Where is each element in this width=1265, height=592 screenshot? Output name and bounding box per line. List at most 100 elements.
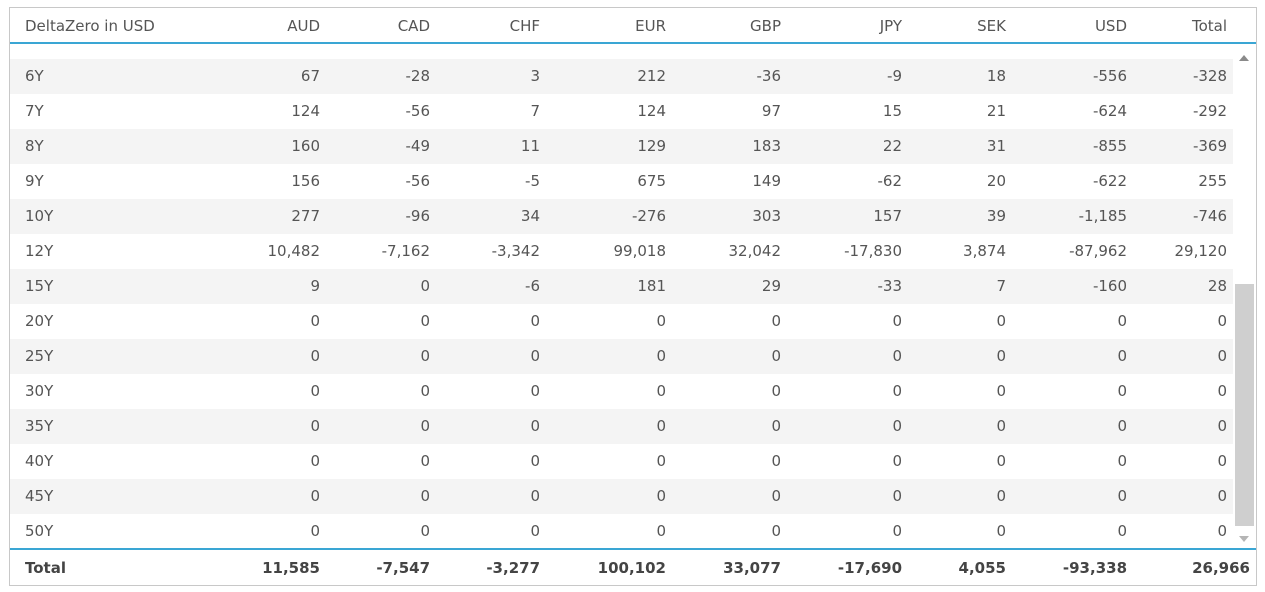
table-cell: 0 [892,347,902,365]
table-cell: 0 [996,347,1006,365]
table-cell: -20 [406,44,431,56]
table-cell: -347 [1093,44,1127,56]
table-cell: 160 [291,137,320,155]
table-row[interactable]: 20Y 0 0 0 0 0 0 0 0 0 [10,304,1233,339]
table-cell: 303 [752,207,781,225]
table-cell: 0 [771,417,781,435]
table-cell: 0 [1217,417,1227,435]
table-cell: 0 [530,417,540,435]
table-row[interactable]: 15Y 9 0 -6 181 29 -33 7 -160 28 [10,269,1233,304]
table-cell: 0 [892,522,902,540]
table-cell: 10,482 [267,242,321,260]
row-label: 8Y [25,137,44,155]
table-row[interactable]: 8Y 160 -49 11 129 183 22 31 -855 -369 [10,129,1233,164]
header-col-cad[interactable]: CAD [397,17,430,35]
table-cell: 149 [752,172,781,190]
table-row[interactable]: 10Y 277 -96 34 -276 303 157 39 -1,185 -7… [10,199,1233,234]
table-cell: -56 [405,102,431,120]
table-cell: 129 [637,137,666,155]
total-gbp: 33,077 [723,559,781,577]
table-cell: 124 [291,102,320,120]
table-cell: 0 [1117,417,1127,435]
row-label: 20Y [25,312,54,330]
header-col-sek[interactable]: SEK [977,17,1006,35]
header-col-eur[interactable]: EUR [635,17,666,35]
table-row[interactable]: 30Y 0 0 0 0 0 0 0 0 0 [10,374,1233,409]
table-row[interactable]: 40Y 0 0 0 0 0 0 0 0 0 [10,444,1233,479]
table-row[interactable]: 35Y 0 0 0 0 0 0 0 0 0 [10,409,1233,444]
table-cell: 124 [637,102,666,120]
header-col-chf[interactable]: CHF [509,17,540,35]
table-row[interactable]: 127 -20 7 55 108 -11 20 -347 -204 [10,44,1233,56]
deltazero-grid: DeltaZero in USD AUD CAD CHF EUR GBP JPY… [9,7,1257,586]
totals-row: Total 11,585 -7,547 -3,277 100,102 33,07… [10,548,1256,585]
table-cell: -624 [1092,102,1127,120]
triangle-up-icon[interactable] [1239,55,1249,61]
header-col-jpy[interactable]: JPY [879,17,902,35]
table-cell: 55 [647,44,666,56]
header-col-total[interactable]: Total [1191,17,1227,35]
table-cell: 0 [530,312,540,330]
table-cell: -96 [405,207,431,225]
grid-body[interactable]: 127 -20 7 55 108 -11 20 -347 -204 6Y 67 … [10,44,1233,548]
row-label: 12Y [25,242,54,260]
table-cell: -5 [525,172,540,190]
total-sek: 4,055 [958,559,1006,577]
table-cell: 0 [771,487,781,505]
table-cell: 0 [1217,452,1227,470]
vertical-scrollbar[interactable] [1233,46,1256,548]
table-cell: 157 [873,207,902,225]
table-cell: 181 [637,277,666,295]
total-eur: 100,102 [597,559,666,577]
table-row[interactable]: 12Y 10,482 -7,162 -3,342 99,018 32,042 -… [10,234,1233,269]
table-cell: 0 [892,487,902,505]
header-col-aud[interactable]: AUD [287,17,320,35]
table-cell: 31 [986,137,1006,155]
table-cell: 9 [310,277,320,295]
table-cell: -62 [877,172,903,190]
table-cell: -7,162 [381,242,430,260]
table-cell: 0 [1117,452,1127,470]
header-col-gbp[interactable]: GBP [750,17,781,35]
table-cell: 0 [530,347,540,365]
scrollbar-thumb[interactable] [1235,284,1254,526]
table-cell: 0 [1217,347,1227,365]
table-cell: 0 [656,347,666,365]
triangle-down-icon[interactable] [1239,536,1249,542]
table-cell: -17,830 [844,242,902,260]
header-col-usd[interactable]: USD [1094,17,1127,35]
row-label: 15Y [25,277,54,295]
table-row[interactable]: 50Y 0 0 0 0 0 0 0 0 0 [10,514,1233,548]
header-title[interactable]: DeltaZero in USD [25,17,155,35]
table-cell: 0 [1117,522,1127,540]
table-cell: -3,342 [491,242,540,260]
table-row[interactable]: 25Y 0 0 0 0 0 0 0 0 0 [10,339,1233,374]
table-cell: 28 [1207,277,1227,295]
table-cell: 0 [1117,312,1127,330]
row-label: 9Y [25,172,44,190]
table-cell: -160 [1092,277,1127,295]
row-label: 6Y [25,67,44,85]
table-cell: 7 [996,277,1006,295]
table-row[interactable]: 7Y 124 -56 7 124 97 15 21 -624 -292 [10,94,1233,129]
table-cell: 39 [986,207,1006,225]
table-cell: 255 [1198,172,1227,190]
table-cell: 0 [310,312,320,330]
table-cell: -1,185 [1078,207,1127,225]
table-row[interactable]: 6Y 67 -28 3 212 -36 -9 18 -556 -328 [10,59,1233,94]
table-cell: 0 [1117,382,1127,400]
table-cell: 0 [1217,382,1227,400]
table-cell: -56 [405,172,431,190]
table-cell: -855 [1092,137,1127,155]
table-cell: 0 [530,487,540,505]
table-row[interactable]: 45Y 0 0 0 0 0 0 0 0 0 [10,479,1233,514]
table-cell: 20 [986,172,1006,190]
table-cell: 0 [656,487,666,505]
table-cell: 0 [530,382,540,400]
grid-header-row: DeltaZero in USD AUD CAD CHF EUR GBP JPY… [10,8,1256,44]
table-cell: 0 [310,522,320,540]
table-row[interactable]: 9Y 156 -56 -5 675 149 -62 20 -622 255 [10,164,1233,199]
table-cell: 0 [771,382,781,400]
table-cell: 0 [892,452,902,470]
table-cell: 34 [520,207,540,225]
